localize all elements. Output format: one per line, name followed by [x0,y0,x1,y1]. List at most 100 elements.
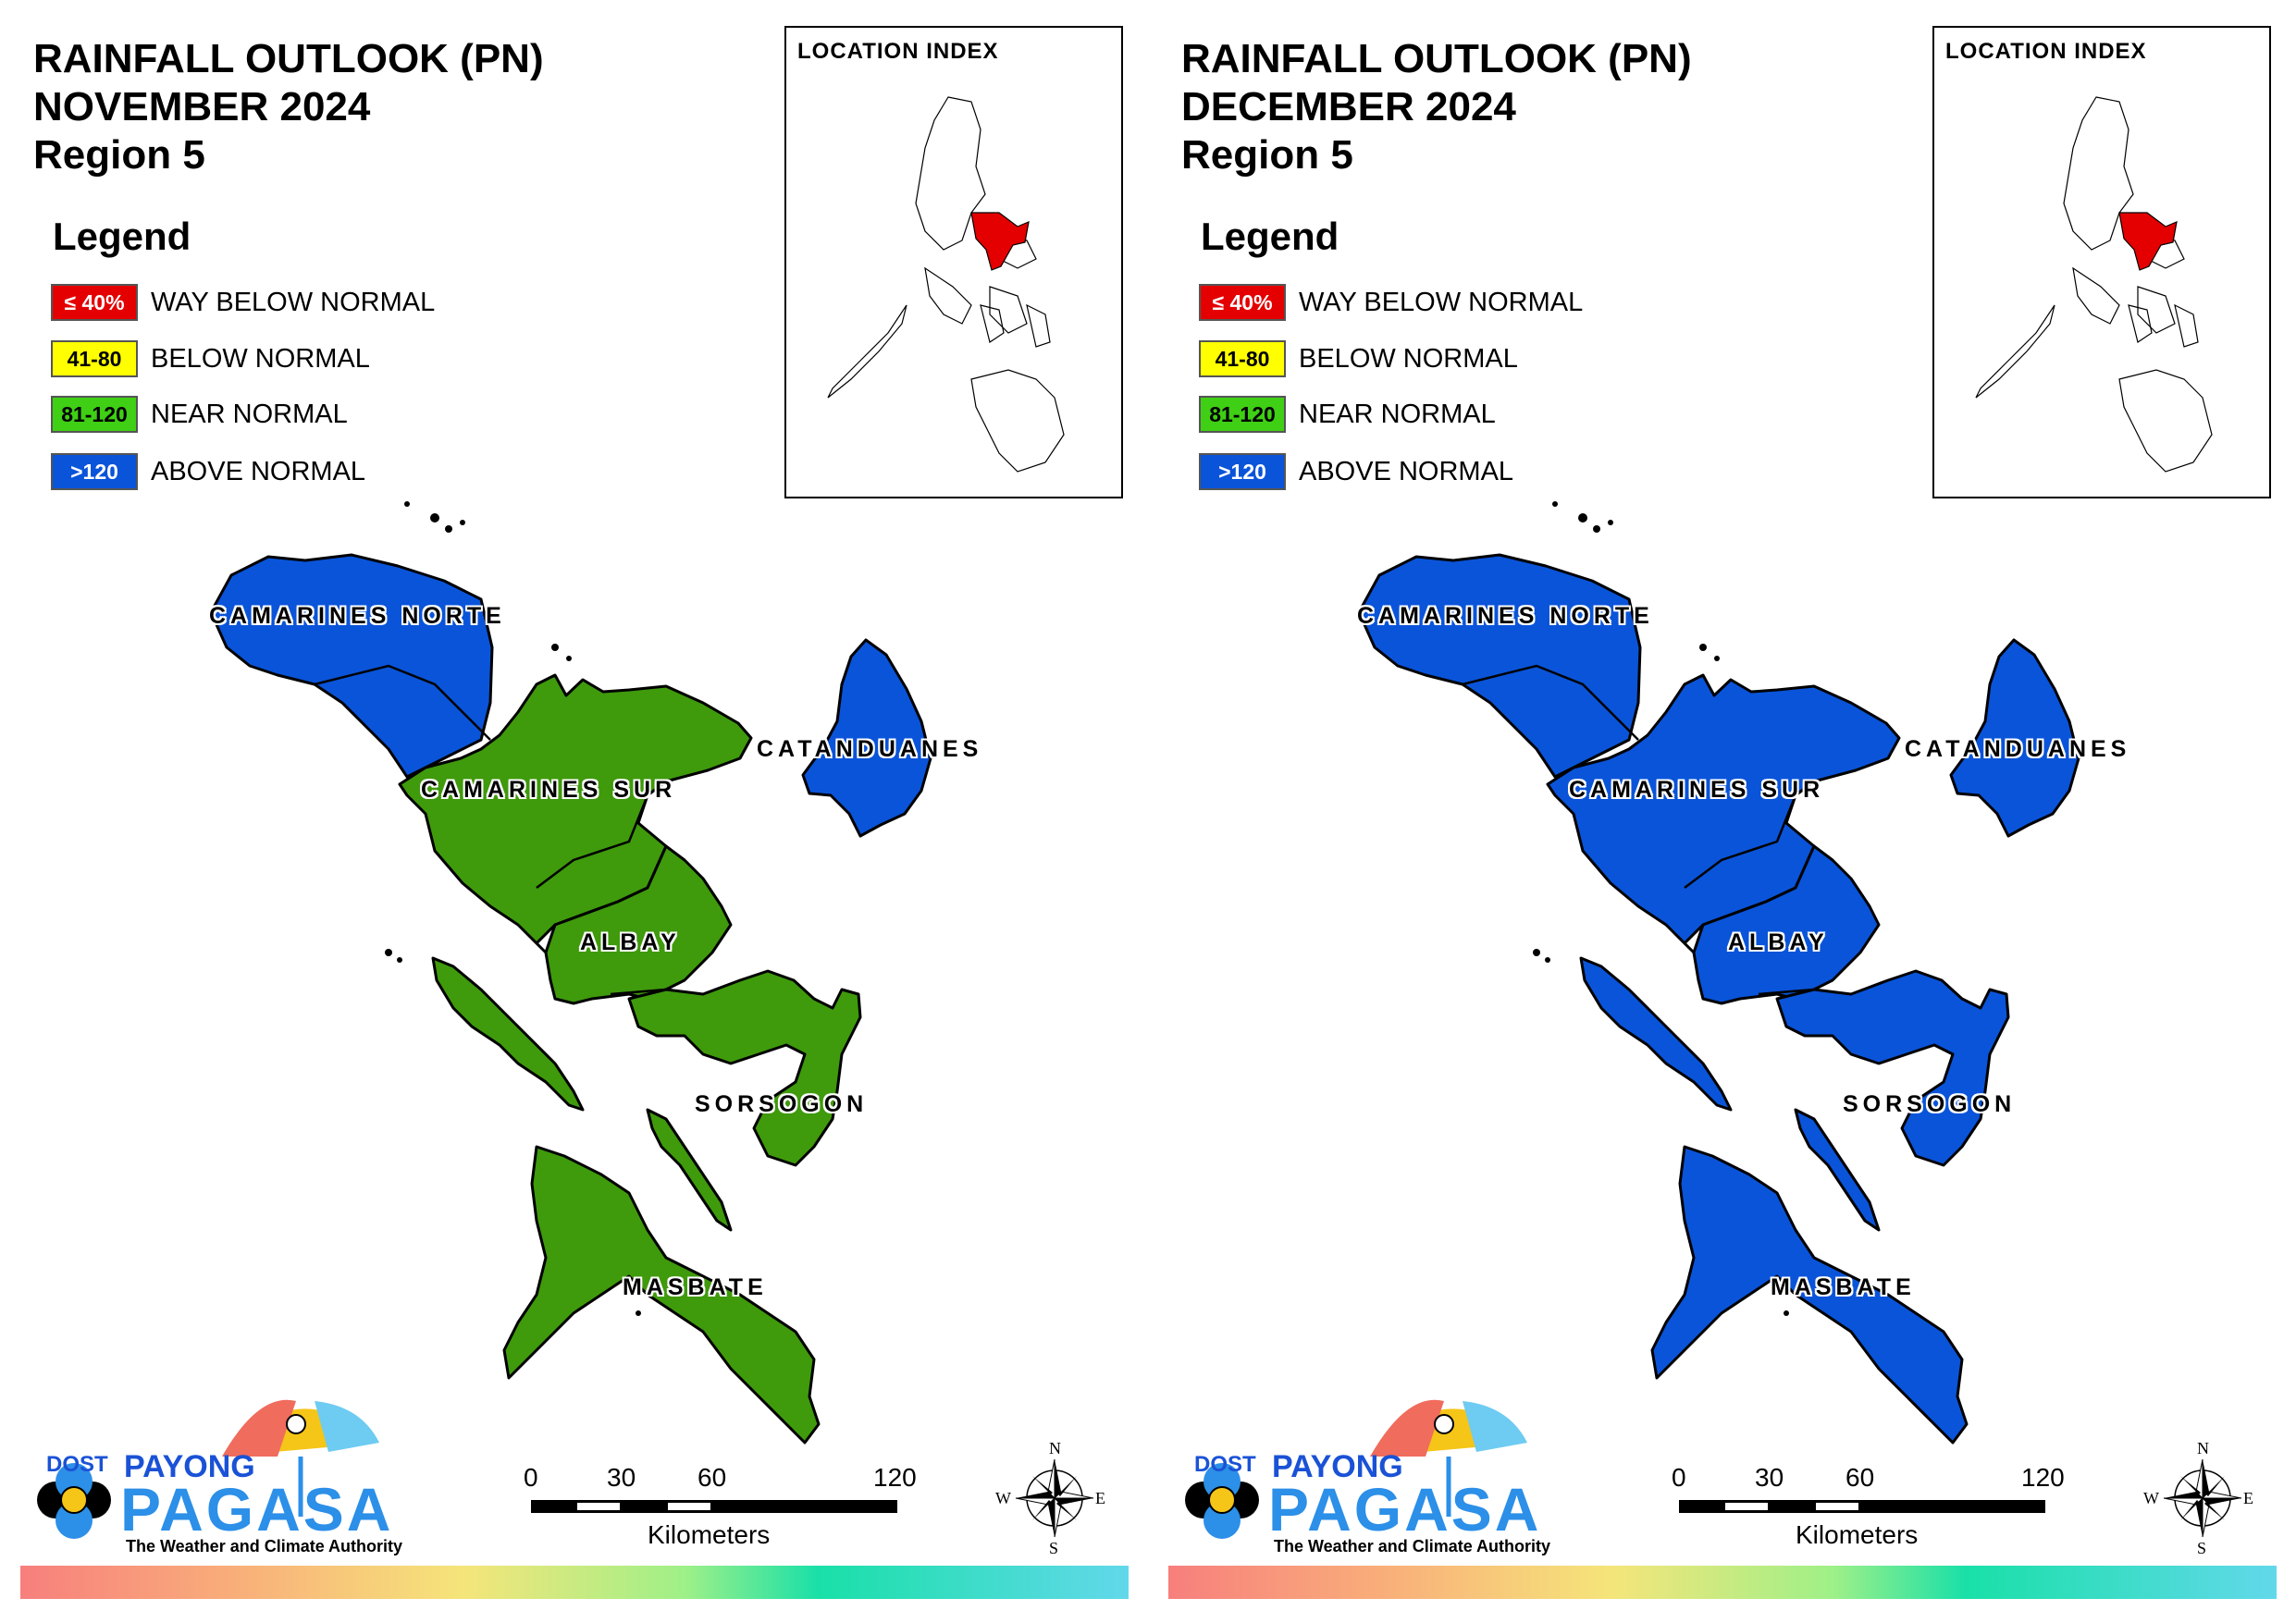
island-burias[interactable] [1579,956,1733,1112]
pagasa-logo-icon [1185,1399,1527,1539]
province-albay[interactable] [544,844,733,1005]
province-albay[interactable] [1692,844,1881,1005]
legend-item-near-normal: 81-120 NEAR NORMAL [51,394,348,435]
scale-tick-0: 0 [524,1463,538,1492]
province-catanduanes[interactable] [1949,638,2080,838]
scale-tick-120: 120 [873,1463,917,1492]
logo-pagasa-text: PAGASA [1268,1475,1542,1543]
compass-n: N [1049,1439,1061,1457]
legend-swatch: 81-120 [1199,396,1286,433]
legend-label: ABOVE NORMAL [151,456,366,486]
compass-s: S [2197,1539,2207,1557]
title-line-2: DECEMBER 2024 [1181,84,1516,129]
label-camarines-sur: CAMARINES SUR [421,777,677,803]
inset-region5-highlight [970,212,1030,271]
logo-dost-text: DOST [1194,1452,1256,1477]
label-sorsogon: SORSOGON [1843,1091,2017,1117]
legend-label: BELOW NORMAL [151,343,370,374]
legend-item-way-below-normal: ≤ 40% WAY BELOW NORMAL [51,282,435,323]
logo-tagline: The Weather and Climate Authority [1274,1537,1551,1555]
province-masbate[interactable] [1650,1145,1969,1445]
region5-map [1185,501,2242,1539]
island-ticao[interactable] [1794,1108,1881,1232]
scale-unit: Kilometers [1796,1520,1919,1549]
compass-e: E [2243,1489,2253,1507]
label-camarines-norte: CAMARINES NORTE [209,603,506,629]
province-sorsogon[interactable] [1775,969,2010,1167]
label-albay: ALBAY [1728,929,1829,955]
legend-swatch: >120 [1199,453,1286,490]
label-catanduanes: CATANDUANES [1905,736,2131,762]
region5-map [37,501,1094,1539]
compass-n: N [2197,1439,2209,1457]
legend-label: NEAR NORMAL [1299,399,1496,429]
scale-tick-30: 30 [607,1463,636,1492]
title-line-1: RAINFALL OUTLOOK (PN) [33,36,544,81]
logo-payong-text: PAYONG [124,1449,255,1484]
province-sorsogon[interactable] [627,969,862,1167]
legend-item-below-normal: 41-80 BELOW NORMAL [51,338,370,379]
legend-swatch: ≤ 40% [1199,284,1286,321]
outlook-panel-november: RAINFALL OUTLOOK (PN) NOVEMBER 2024 Regi… [20,26,1129,1599]
outlook-panel-december: RAINFALL OUTLOOK (PN) DECEMBER 2024 Regi… [1148,0,2296,1623]
compass-w: W [2143,1489,2159,1507]
title-line-2: NOVEMBER 2024 [33,84,371,129]
pagasa-logo-icon [37,1399,379,1539]
scale-tick-60: 60 [697,1463,727,1492]
map-title: RAINFALL OUTLOOK (PN) NOVEMBER 2024 Regi… [33,35,544,179]
logo-dost-text: DOST [46,1452,108,1477]
island-ticao[interactable] [646,1108,733,1232]
location-index-inset: LOCATION INDEX [1932,26,2271,498]
philippines-outline-map [1975,96,2213,473]
inset-title: LOCATION INDEX [797,39,999,64]
province-catanduanes[interactable] [801,638,932,838]
title-line-1: RAINFALL OUTLOOK (PN) [1181,36,1692,81]
title-line-3: Region 5 [1181,132,1353,178]
province-camarines-sur[interactable] [398,673,753,954]
gradient-footer-bar [1168,1566,2277,1599]
legend-item-near-normal: 81-120 NEAR NORMAL [1199,394,1496,435]
province-camarines-norte[interactable] [209,553,494,779]
label-sorsogon: SORSOGON [695,1091,869,1117]
scale-tick-120: 120 [2021,1463,2065,1492]
scale-bar [1679,1500,2045,1513]
province-masbate[interactable] [502,1145,821,1445]
location-index-inset: LOCATION INDEX [784,26,1123,498]
compass-rose-icon [2163,1458,2242,1538]
legend-swatch: >120 [51,453,138,490]
legend-swatch: 41-80 [51,340,138,377]
legend-label: WAY BELOW NORMAL [1299,287,1584,317]
legend-item-way-below-normal: ≤ 40% WAY BELOW NORMAL [1199,282,1583,323]
province-camarines-norte[interactable] [1357,553,1642,779]
compass-s: S [1049,1539,1059,1557]
province-camarines-sur[interactable] [1546,673,1901,954]
legend-swatch: 41-80 [1199,340,1286,377]
legend-item-above-normal: >120 ABOVE NORMAL [51,451,365,492]
logo-tagline: The Weather and Climate Authority [126,1537,403,1555]
scale-bar [531,1500,897,1513]
label-catanduanes: CATANDUANES [757,736,983,762]
legend-label: WAY BELOW NORMAL [151,287,436,317]
legend-label: ABOVE NORMAL [1299,456,1514,486]
compass-w: W [995,1489,1011,1507]
scale-tick-30: 30 [1755,1463,1784,1492]
legend-swatch: 81-120 [51,396,138,433]
label-masbate: MASBATE [1771,1274,1916,1300]
scale-tick-0: 0 [1672,1463,1686,1492]
legend-item-below-normal: 41-80 BELOW NORMAL [1199,338,1518,379]
label-camarines-norte: CAMARINES NORTE [1357,603,1654,629]
title-line-3: Region 5 [33,132,205,178]
inset-region5-highlight [2118,212,2178,271]
label-camarines-sur: CAMARINES SUR [1569,777,1825,803]
legend-label: NEAR NORMAL [151,399,348,429]
legend-item-above-normal: >120 ABOVE NORMAL [1199,451,1513,492]
logo-pagasa-text: PAGASA [120,1475,394,1543]
legend-title: Legend [53,215,191,258]
legend-swatch: ≤ 40% [51,284,138,321]
legend-title: Legend [1201,215,1339,258]
label-albay: ALBAY [580,929,681,955]
compass-rose-icon [1015,1458,1094,1538]
legend-label: BELOW NORMAL [1299,343,1518,374]
island-burias[interactable] [431,956,585,1112]
